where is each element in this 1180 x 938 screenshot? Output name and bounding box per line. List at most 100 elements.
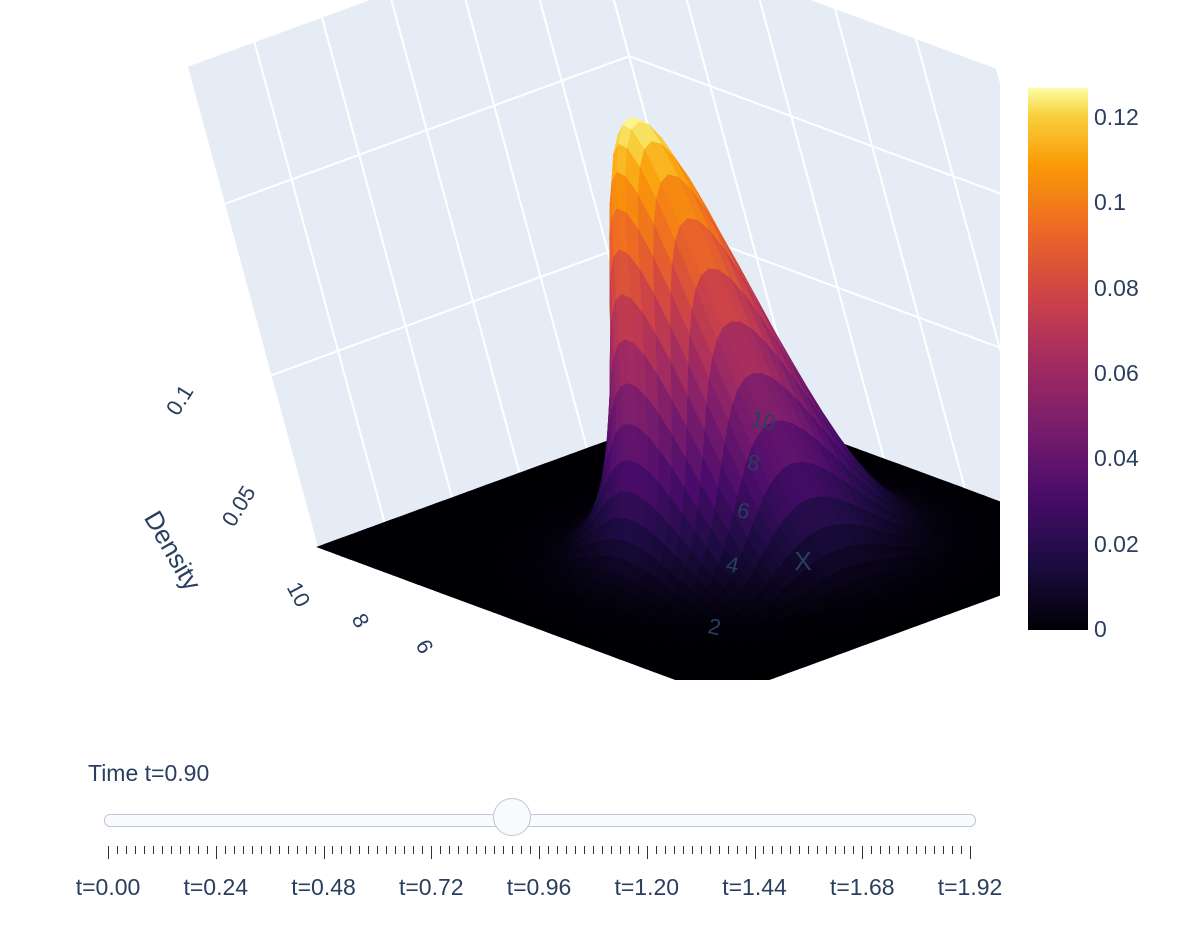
slider-tick: [925, 846, 927, 854]
back-wall: [187, 0, 722, 547]
density-surface[interactable]: [316, 116, 1000, 680]
slider-tick: [592, 846, 594, 854]
slider-tick: [628, 846, 630, 854]
slider-ticks: t=0.00 t=0.24 t=0.48 t=0.72 t=0.96 t=1.20 t=1.…: [60, 846, 1003, 906]
slider-tick: [826, 846, 828, 854]
slider-tick: [817, 846, 819, 854]
grid-line: [834, 8, 966, 490]
slider-tick: [781, 846, 783, 854]
slider-tick: [934, 846, 936, 854]
slider-tick: [404, 846, 406, 854]
slider-tick-label[interactable]: t=0.72: [398, 874, 464, 900]
surface-scene[interactable]: 2 4 6 8 10 X 6 8 10 0.05 0.1 Density: [0, 0, 1000, 680]
slider-tick-label[interactable]: t=0.96: [506, 874, 572, 900]
slider-tick: [503, 846, 505, 854]
surface-patch: [682, 677, 694, 680]
slider-tick: [862, 846, 864, 859]
slider-tick: [467, 846, 469, 854]
slider-tick: [853, 846, 855, 854]
surface-plot[interactable]: 2 4 6 8 10 X 6 8 10 0.05 0.1 Density: [0, 0, 1180, 680]
x-tick-label: 6: [735, 497, 752, 524]
colorbar-tick-label: 0: [1094, 616, 1107, 642]
slider-tick: [350, 846, 352, 854]
slider-tick-label[interactable]: t=0.00: [75, 874, 141, 900]
slider-handle[interactable]: [492, 798, 531, 836]
slider-tick: [880, 846, 882, 854]
grid-line: [186, 66, 318, 548]
slider-tick: [889, 846, 891, 854]
slider-tick: [682, 846, 684, 854]
slider-tick: [431, 846, 433, 859]
grid-line: [464, 0, 588, 449]
slider-tick-label[interactable]: t=1.44: [722, 874, 787, 900]
slider-tick: [179, 846, 181, 854]
slider-tick-label[interactable]: t=0.24: [183, 874, 249, 900]
slider-tick: [655, 846, 657, 854]
slider-tick: [727, 846, 729, 854]
surface-patch: [754, 675, 774, 680]
surface-patch: [716, 678, 728, 680]
colorbar-tick-label: 0.04: [1094, 445, 1139, 472]
slider-tick: [197, 846, 199, 854]
colorbar-tick-label: 0.02: [1094, 530, 1139, 557]
slider-tick: [206, 846, 208, 854]
slider-tick: [242, 846, 244, 854]
slider-tick-label[interactable]: t=0.48: [291, 874, 356, 900]
x-axis-title: X: [794, 546, 811, 576]
grid-line: [253, 42, 386, 523]
slider-tick: [152, 846, 154, 854]
slider-tick: [530, 846, 532, 854]
colorbar-tick-label: 0.08: [1094, 274, 1139, 301]
surface-patch: [616, 171, 627, 214]
slider-tick: [970, 846, 971, 859]
grid-line: [390, 0, 521, 474]
slider-tick: [772, 846, 774, 854]
slider-tick: [269, 846, 271, 854]
slider-track[interactable]: [104, 814, 976, 827]
slider-tick: [565, 846, 567, 854]
slider-tick: [583, 846, 585, 854]
slider-tick-label[interactable]: t=1.20: [614, 874, 680, 900]
slider-tick: [125, 846, 127, 854]
slider-tick: [835, 846, 837, 854]
slider-tick: [341, 846, 343, 854]
slider-tick: [952, 846, 954, 854]
surface-patch: [621, 460, 631, 493]
slider-tick: [871, 846, 873, 854]
slider-tick: [170, 846, 172, 854]
slider-tick: [961, 846, 963, 854]
slider-tick: [907, 846, 909, 854]
slider-tick: [808, 846, 810, 854]
slider-tick: [134, 846, 136, 854]
slider-tick: [260, 846, 262, 854]
slider-tick: [799, 846, 801, 854]
surface-patch: [629, 460, 639, 497]
y-tick-label: 6: [411, 635, 439, 658]
time-slider[interactable]: Time t=0.90 t=0.00 t=0.24 t=0.48 t=0.72 t=0.…: [60, 740, 1003, 920]
slider-tick: [287, 846, 289, 854]
slider-tick: [215, 846, 217, 859]
surface-patch: [750, 678, 761, 680]
slider-tick: [709, 846, 711, 854]
slider-tick: [601, 846, 603, 854]
slider-tick-label[interactable]: t=1.92: [937, 874, 1003, 900]
slider-tick-label[interactable]: t=1.68: [829, 874, 895, 900]
surface-patch: [621, 423, 631, 462]
slider-tick: [332, 846, 334, 854]
slider-tick: [736, 846, 738, 854]
slider-tick: [161, 846, 163, 854]
x-tick-label: 2: [706, 613, 723, 640]
slider-tick: [547, 846, 549, 854]
slider-tick: [763, 846, 765, 854]
slider-tick: [691, 846, 693, 854]
slider-tick: [449, 846, 451, 854]
slider-tick: [574, 846, 576, 854]
slider-tick: [296, 846, 298, 854]
slider-tick: [422, 846, 424, 854]
slider-tick: [476, 846, 478, 854]
y-tick-label: 10: [282, 578, 316, 611]
slider-tick: [898, 846, 900, 854]
slider-tick: [718, 846, 720, 854]
surface-patch: [614, 460, 623, 496]
x-tick-label: 8: [745, 449, 762, 476]
